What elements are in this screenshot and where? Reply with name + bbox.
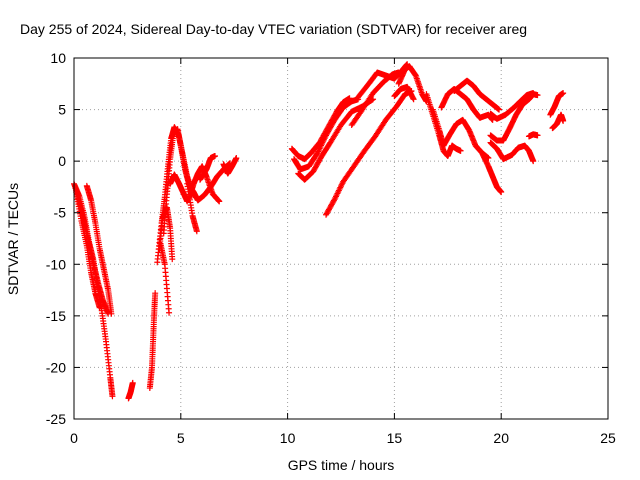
data-point xyxy=(216,198,223,205)
y-tick-label: 10 xyxy=(50,50,66,66)
data-point xyxy=(496,106,503,113)
data-point xyxy=(410,96,417,103)
data-point xyxy=(560,90,567,97)
data-point xyxy=(498,189,505,196)
plot-frame xyxy=(73,57,609,420)
data-point xyxy=(534,92,541,99)
x-axis-title: GPS time / hours xyxy=(288,457,395,473)
data-point xyxy=(96,304,103,311)
y-tick-label: -20 xyxy=(46,359,66,375)
y-tick-label: -10 xyxy=(46,256,66,272)
data-points xyxy=(71,61,567,402)
x-tick-label: 25 xyxy=(600,430,616,446)
data-point xyxy=(193,228,200,235)
data-point xyxy=(530,158,537,165)
y-tick-labels: -25 -20 -15 -10 -5 0 5 10 xyxy=(46,50,66,427)
axis-ticks xyxy=(73,57,609,420)
data-point xyxy=(109,393,116,400)
x-tick-labels: 0 5 10 15 20 25 xyxy=(70,430,616,446)
y-tick-label: -15 xyxy=(46,308,66,324)
y-tick-label: 5 xyxy=(58,102,66,118)
x-tick-label: 5 xyxy=(177,430,185,446)
x-tick-label: 0 xyxy=(70,430,78,446)
chart-title: Day 255 of 2024, Sidereal Day-to-day VTE… xyxy=(20,21,527,37)
y-tick-label: -25 xyxy=(46,411,66,427)
y-axis-title: SDTVAR / TECUs xyxy=(5,183,21,295)
y-tick-label: 0 xyxy=(58,153,66,169)
data-point xyxy=(166,309,173,316)
data-point xyxy=(211,152,218,159)
x-tick-label: 20 xyxy=(493,430,509,446)
x-tick-label: 10 xyxy=(280,430,296,446)
y-tick-label: -5 xyxy=(54,205,67,221)
data-point xyxy=(534,132,541,139)
x-tick-label: 15 xyxy=(387,430,403,446)
data-point xyxy=(129,379,136,386)
data-point xyxy=(108,310,115,317)
data-point xyxy=(560,117,567,124)
data-point xyxy=(233,155,240,162)
data-point xyxy=(457,147,464,154)
data-point xyxy=(169,256,176,263)
data-point xyxy=(530,90,537,97)
data-point xyxy=(152,290,159,297)
